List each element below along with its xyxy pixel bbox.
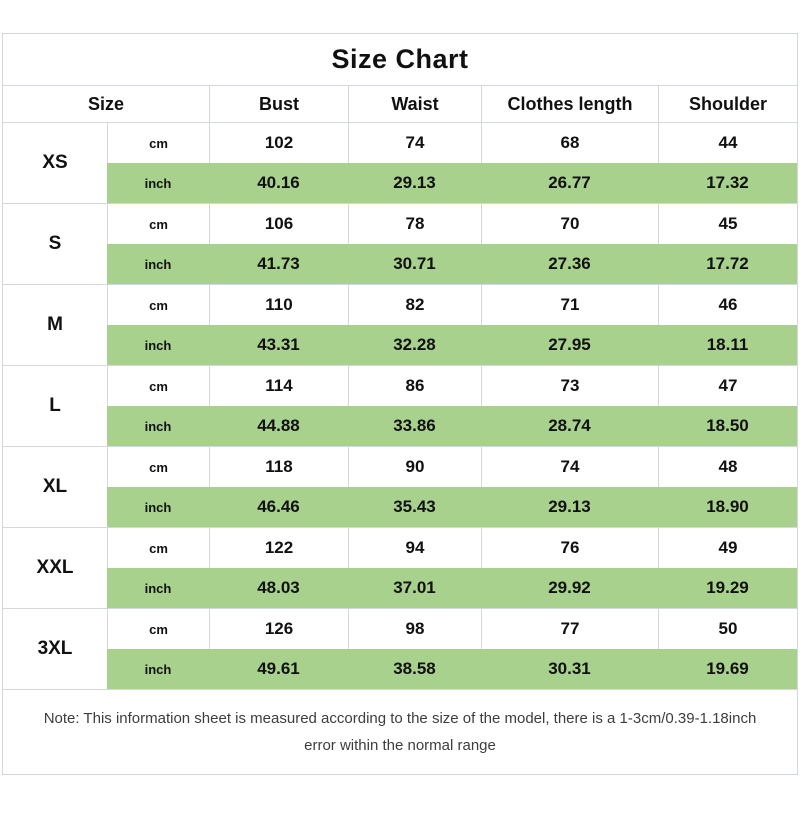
- bust-inch-value: 41.73: [209, 244, 348, 284]
- shoulder-cm-value: 45: [658, 204, 797, 244]
- size-label: XXL: [36, 557, 74, 578]
- shoulder-inch-value: 17.72: [658, 244, 797, 284]
- table-row-group-3xl: 3XL cm 126 98 77 50 inch 49.61 38.58 30.…: [3, 609, 797, 690]
- waist-inch-value: 38.58: [348, 649, 481, 689]
- table-row-group-xl: XL cm 118 90 74 48 inch 46.46 35.43 29.1…: [3, 447, 797, 528]
- clothes-length-cm-value: 70: [481, 204, 658, 244]
- unit-label-inch: inch: [107, 649, 209, 689]
- shoulder-inch-value: 18.90: [658, 487, 797, 527]
- bust-inch-value: 40.16: [209, 163, 348, 203]
- table-row-group-xxl: XXL cm 122 94 76 49 inch 48.03 37.01 29.…: [3, 528, 797, 609]
- column-header-shoulder: Shoulder: [658, 86, 797, 122]
- bust-cm-value: 122: [209, 528, 348, 568]
- waist-cm-value: 78: [348, 204, 481, 244]
- bust-cm-value: 126: [209, 609, 348, 649]
- unit-label-cm: cm: [107, 204, 209, 244]
- unit-label-cm: cm: [107, 447, 209, 487]
- waist-cm-value: 74: [348, 123, 481, 163]
- clothes-length-inch-value: 30.31: [481, 649, 658, 689]
- table-row-group-xs: XS cm 102 74 68 44 inch 40.16 29.13 26.7…: [3, 123, 797, 204]
- clothes-length-inch-value: 27.95: [481, 325, 658, 365]
- waist-cm-value: 94: [348, 528, 481, 568]
- shoulder-inch-value: 18.11: [658, 325, 797, 365]
- unit-label-inch: inch: [107, 406, 209, 446]
- shoulder-inch-value: 19.69: [658, 649, 797, 689]
- waist-cm-value: 82: [348, 285, 481, 325]
- unit-label-inch: inch: [107, 325, 209, 365]
- waist-inch-value: 35.43: [348, 487, 481, 527]
- clothes-length-cm-value: 76: [481, 528, 658, 568]
- bust-cm-value: 110: [209, 285, 348, 325]
- size-label: S: [48, 233, 62, 254]
- waist-cm-value: 90: [348, 447, 481, 487]
- unit-label-cm: cm: [107, 609, 209, 649]
- shoulder-cm-value: 47: [658, 366, 797, 406]
- table-row-group-m: M cm 110 82 71 46 inch 43.31 32.28 27.95…: [3, 285, 797, 366]
- unit-label-inch: inch: [107, 163, 209, 203]
- clothes-length-inch-value: 26.77: [481, 163, 658, 203]
- bust-inch-value: 46.46: [209, 487, 348, 527]
- waist-cm-value: 86: [348, 366, 481, 406]
- clothes-length-cm-value: 71: [481, 285, 658, 325]
- size-label: L: [49, 395, 61, 416]
- unit-label-inch: inch: [107, 568, 209, 608]
- clothes-length-inch-value: 29.13: [481, 487, 658, 527]
- column-header-waist: Waist: [348, 86, 481, 122]
- waist-inch-value: 29.13: [348, 163, 481, 203]
- page-title: Size Chart: [3, 34, 797, 86]
- bust-cm-value: 106: [209, 204, 348, 244]
- measurement-note: Note: This information sheet is measured…: [43, 710, 757, 754]
- table-row-group-l: L cm 114 86 73 47 inch 44.88 33.86 28.74…: [3, 366, 797, 447]
- column-header-bust: Bust: [209, 86, 348, 122]
- bust-inch-value: 49.61: [209, 649, 348, 689]
- shoulder-cm-value: 49: [658, 528, 797, 568]
- waist-inch-value: 32.28: [348, 325, 481, 365]
- size-label: 3XL: [37, 638, 73, 659]
- bust-cm-value: 118: [209, 447, 348, 487]
- shoulder-cm-value: 46: [658, 285, 797, 325]
- clothes-length-cm-value: 73: [481, 366, 658, 406]
- waist-cm-value: 98: [348, 609, 481, 649]
- column-header-clothes-length: Clothes length: [481, 86, 658, 122]
- table-row-group-s: S cm 106 78 70 45 inch 41.73 30.71 27.36…: [3, 204, 797, 285]
- shoulder-inch-value: 18.50: [658, 406, 797, 446]
- shoulder-cm-value: 44: [658, 123, 797, 163]
- clothes-length-cm-value: 74: [481, 447, 658, 487]
- clothes-length-inch-value: 27.36: [481, 244, 658, 284]
- unit-label-cm: cm: [107, 528, 209, 568]
- unit-label-cm: cm: [107, 123, 209, 163]
- size-label: M: [47, 314, 63, 335]
- bust-inch-value: 44.88: [209, 406, 348, 446]
- size-label: XL: [42, 476, 68, 497]
- clothes-length-cm-value: 68: [481, 123, 658, 163]
- bust-inch-value: 48.03: [209, 568, 348, 608]
- waist-inch-value: 37.01: [348, 568, 481, 608]
- unit-label-inch: inch: [107, 244, 209, 284]
- unit-label-cm: cm: [107, 366, 209, 406]
- waist-inch-value: 30.71: [348, 244, 481, 284]
- bust-inch-value: 43.31: [209, 325, 348, 365]
- shoulder-cm-value: 50: [658, 609, 797, 649]
- bust-cm-value: 114: [209, 366, 348, 406]
- column-header-size: Size: [87, 93, 125, 114]
- clothes-length-inch-value: 28.74: [481, 406, 658, 446]
- size-label: XS: [42, 152, 68, 173]
- shoulder-inch-value: 19.29: [658, 568, 797, 608]
- unit-label-inch: inch: [107, 487, 209, 527]
- table-header-row: Size Bust Waist Clothes length Shoulder: [3, 86, 797, 123]
- waist-inch-value: 33.86: [348, 406, 481, 446]
- clothes-length-cm-value: 77: [481, 609, 658, 649]
- unit-label-cm: cm: [107, 285, 209, 325]
- shoulder-cm-value: 48: [658, 447, 797, 487]
- shoulder-inch-value: 17.32: [658, 163, 797, 203]
- bust-cm-value: 102: [209, 123, 348, 163]
- size-chart-sheet: Size Chart Size Bust Waist Clothes lengt…: [2, 33, 798, 775]
- clothes-length-inch-value: 29.92: [481, 568, 658, 608]
